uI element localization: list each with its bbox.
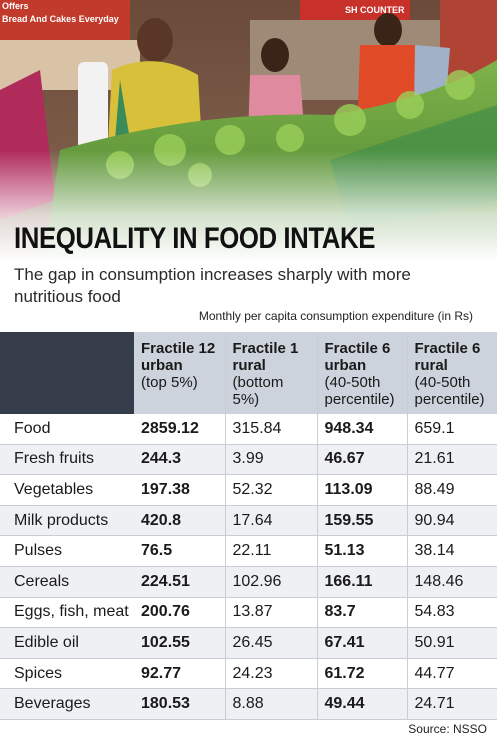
cell-value: 88.49: [406, 474, 497, 506]
cell-value: 50.91: [406, 627, 497, 659]
column-header-sub: (top 5%): [141, 374, 198, 391]
cell-value: 26.45: [224, 627, 317, 659]
cell-value: 2859.12: [134, 414, 225, 445]
cell-value: 92.77: [134, 658, 225, 690]
column-header-sub: (40-50th percentile): [324, 374, 395, 408]
cell-value: 17.64: [224, 505, 317, 537]
table-row: Pulses 76.5 22.11 51.13 38.14: [0, 535, 497, 567]
table-row: Spices 92.77 24.23 61.72 44.77: [0, 658, 497, 690]
table-row: Fresh fruits 244.3 3.99 46.67 21.61: [0, 444, 497, 476]
column-header: Fractile 6 urban (40-50th percentile): [316, 332, 407, 414]
cell-value: 148.46: [406, 566, 497, 598]
header-corner: [0, 332, 134, 414]
cell-value: 3.99: [224, 444, 317, 476]
column-header-label: Fractile 1 rural: [232, 340, 299, 374]
row-category: Eggs, fish, meat: [0, 597, 134, 629]
cell-value: 244.3: [134, 444, 225, 476]
cell-value: 13.87: [224, 597, 317, 629]
cell-value: 76.5: [134, 535, 225, 567]
source-note: Source: NSSO: [408, 722, 487, 736]
cell-value: 113.09: [316, 474, 407, 506]
photo-fade-overlay: [0, 0, 497, 290]
row-category: Beverages: [0, 688, 134, 720]
table-header-row: Fractile 12 urban (top 5%) Fractile 1 ru…: [0, 332, 497, 414]
cell-value: 54.83: [406, 597, 497, 629]
subtitle: The gap in consumption increases sharply…: [14, 265, 411, 306]
table-row: Food 2859.12 315.84 948.34 659.1: [0, 414, 497, 445]
unit-note: Monthly per capita consumption expenditu…: [198, 309, 473, 323]
table-row: Beverages 180.53 8.88 49.44 24.71: [0, 688, 497, 720]
row-category: Pulses: [0, 535, 134, 567]
column-header-sub: (bottom 5%): [232, 374, 284, 408]
cell-value: 948.34: [316, 414, 407, 445]
cell-value: 67.41: [316, 627, 407, 659]
cell-value: 420.8: [134, 505, 225, 537]
cell-value: 166.11: [316, 566, 407, 598]
cell-value: 49.44: [316, 688, 407, 720]
column-header: Fractile 1 rural (bottom 5%): [224, 332, 317, 414]
cell-value: 38.14: [406, 535, 497, 567]
consumption-table: Fractile 12 urban (top 5%) Fractile 1 ru…: [0, 332, 497, 720]
column-header: Fractile 6 rural (40-50th percentile): [406, 332, 497, 414]
column-header: Fractile 12 urban (top 5%): [134, 332, 225, 414]
cell-value: 21.61: [406, 444, 497, 476]
cell-value: 44.77: [406, 658, 497, 690]
market-photo: Offers Bread And Cakes Everyday SH COUNT…: [0, 0, 497, 290]
column-header-label: Fractile 6 rural: [414, 340, 481, 374]
cell-value: 102.55: [134, 627, 225, 659]
row-category: Edible oil: [0, 627, 134, 659]
row-category: Vegetables: [0, 474, 134, 506]
column-header-label: Fractile 12 urban: [141, 340, 216, 374]
cell-value: 52.32: [224, 474, 317, 506]
cell-value: 90.94: [406, 505, 497, 537]
cell-value: 224.51: [134, 566, 225, 598]
cell-value: 61.72: [316, 658, 407, 690]
cell-value: 83.7: [316, 597, 407, 629]
cell-value: 8.88: [224, 688, 317, 720]
table-row: Cereals 224.51 102.96 166.11 148.46: [0, 566, 497, 598]
cell-value: 46.67: [316, 444, 407, 476]
cell-value: 22.11: [224, 535, 317, 567]
row-category: Milk products: [0, 505, 134, 537]
table-row: Vegetables 197.38 52.32 113.09 88.49: [0, 474, 497, 506]
cell-value: 102.96: [224, 566, 317, 598]
cell-value: 159.55: [316, 505, 407, 537]
row-category: Fresh fruits: [0, 444, 134, 476]
cell-value: 315.84: [224, 414, 317, 445]
headline: INEQUALITY IN FOOD INTAKE: [14, 222, 375, 255]
cell-value: 197.38: [134, 474, 225, 506]
table-row: Edible oil 102.55 26.45 67.41 50.91: [0, 627, 497, 659]
row-category: Spices: [0, 658, 134, 690]
cell-value: 24.71: [406, 688, 497, 720]
cell-value: 51.13: [316, 535, 407, 567]
column-header-label: Fractile 6 urban: [324, 340, 391, 374]
cell-value: 659.1: [406, 414, 497, 445]
cell-value: 200.76: [134, 597, 225, 629]
cell-value: 180.53: [134, 688, 225, 720]
cell-value: 24.23: [224, 658, 317, 690]
row-category: Food: [0, 414, 134, 445]
table-row: Milk products 420.8 17.64 159.55 90.94: [0, 505, 497, 537]
table-row: Eggs, fish, meat 200.76 13.87 83.7 54.83: [0, 597, 497, 629]
column-header-sub: (40-50th percentile): [414, 374, 485, 408]
row-category: Cereals: [0, 566, 134, 598]
